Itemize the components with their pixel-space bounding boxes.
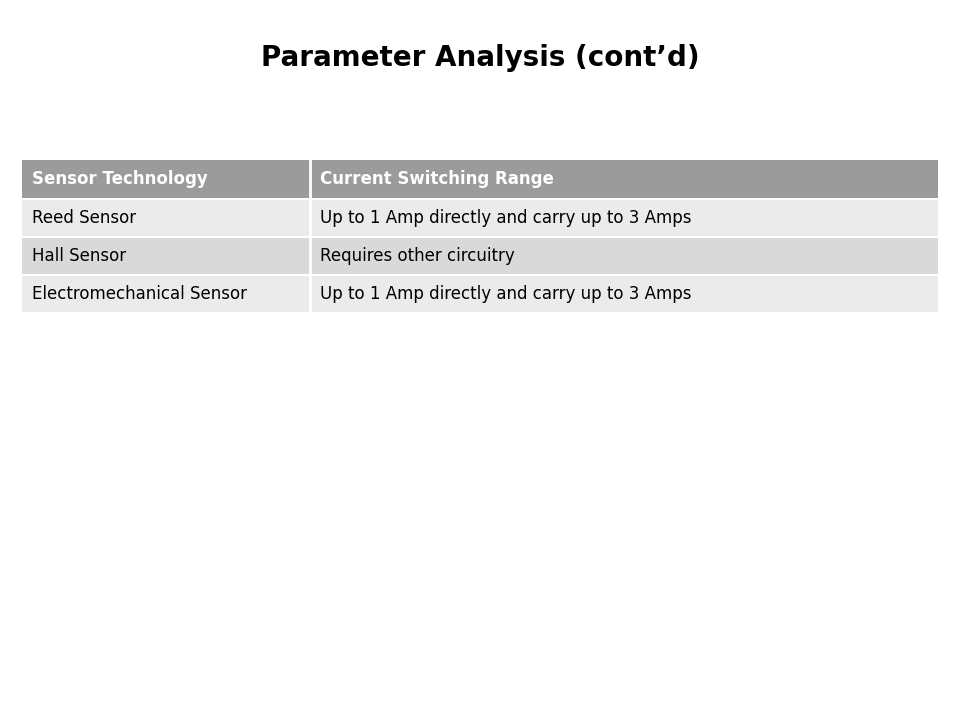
Text: Up to 1 Amp directly and carry up to 3 Amps: Up to 1 Amp directly and carry up to 3 A… xyxy=(320,209,691,227)
Text: Parameter Analysis (cont’d): Parameter Analysis (cont’d) xyxy=(261,44,699,72)
Text: Sensor Technology: Sensor Technology xyxy=(32,170,207,188)
Bar xyxy=(22,200,938,236)
Text: Electromechanical Sensor: Electromechanical Sensor xyxy=(32,285,247,303)
Text: Up to 1 Amp directly and carry up to 3 Amps: Up to 1 Amp directly and carry up to 3 A… xyxy=(320,285,691,303)
Bar xyxy=(22,276,938,312)
Bar xyxy=(22,238,938,274)
Text: Reed Sensor: Reed Sensor xyxy=(32,209,136,227)
Text: Requires other circuitry: Requires other circuitry xyxy=(320,247,515,265)
Text: Hall Sensor: Hall Sensor xyxy=(32,247,126,265)
Text: Current Switching Range: Current Switching Range xyxy=(320,170,554,188)
Bar xyxy=(22,160,938,198)
